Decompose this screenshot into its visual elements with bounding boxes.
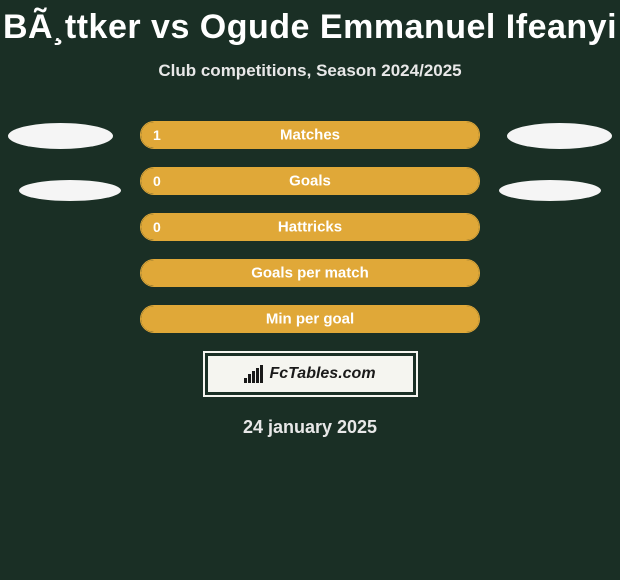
chart-icon-bar [256, 368, 259, 383]
stat-bar-label: Goals per match [251, 265, 369, 282]
stat-bar-value: 0 [153, 219, 161, 235]
chart-icon-bar [260, 365, 263, 383]
chart-icon [244, 365, 263, 383]
stat-bar-value: 1 [153, 127, 161, 143]
ellipse-decor-mid-right [499, 180, 601, 201]
stat-bars-container: 1 Matches 0 Goals 0 Hattricks Goals per … [0, 121, 620, 333]
page-subtitle: Club competitions, Season 2024/2025 [0, 61, 620, 81]
stat-bar-label: Matches [280, 127, 340, 144]
chart-icon-bar [248, 374, 251, 383]
chart-icon-bar [252, 371, 255, 383]
chart-icon-bar [244, 378, 247, 383]
watermark-text: FcTables.com [269, 365, 375, 383]
stat-bar-label: Min per goal [266, 311, 354, 328]
stat-bar-matches: 1 Matches [140, 121, 480, 149]
stat-bar-value: 0 [153, 173, 161, 189]
page-title: BÃ¸ttker vs Ogude Emmanuel Ifeanyi [0, 0, 620, 47]
stat-bar-goals-per-match: Goals per match [140, 259, 480, 287]
date-text: 24 january 2025 [0, 417, 620, 438]
stat-bar-label: Goals [289, 173, 331, 190]
stat-bar-label: Hattricks [278, 219, 342, 236]
ellipse-decor-top-left [8, 123, 113, 149]
stat-bar-hattricks: 0 Hattricks [140, 213, 480, 241]
stat-bar-min-per-goal: Min per goal [140, 305, 480, 333]
watermark-inner: FcTables.com [208, 356, 413, 392]
ellipse-decor-top-right [507, 123, 612, 149]
watermark-box: FcTables.com [203, 351, 418, 397]
ellipse-decor-mid-left [19, 180, 121, 201]
stat-bar-goals: 0 Goals [140, 167, 480, 195]
